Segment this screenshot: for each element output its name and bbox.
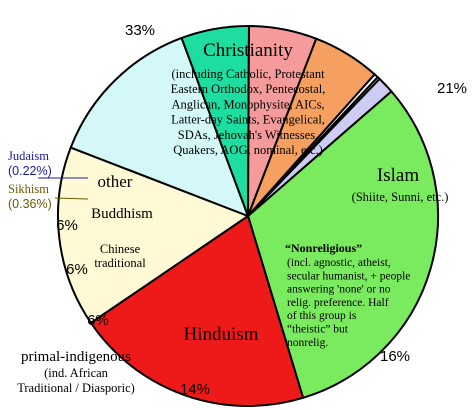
slice-detail-nonreligious: secular humanist, + people [287, 270, 410, 282]
slice-label-judaism: Judaism [8, 149, 49, 163]
slice-detail-nonreligious: “theistic” but [287, 324, 349, 336]
pie-slice-christianity [247, 90, 439, 399]
slice-detail-nonreligious: nonrelig. [287, 337, 328, 349]
slice-label-buddhism: Buddhism [91, 206, 153, 222]
pie-slices [56, 24, 439, 407]
slice-value-islam: 21% [437, 80, 467, 97]
slice-label-nonreligious: “Nonreligious” [285, 241, 362, 255]
pie-slice-nonreligious [56, 146, 249, 324]
slice-detail-primal-indigenous: (ind. African [44, 366, 109, 380]
slice-value-hinduism: 14% [180, 381, 210, 398]
slice-detail-christianity: Latter-day Saints, Evangelical, [171, 113, 325, 127]
slice-detail-nonreligious: (incl. agnostic, atheist, [287, 257, 391, 269]
slice-label-hinduism: Hinduism [184, 324, 259, 345]
slice-label-chinese-traditional: Chinese [100, 242, 141, 256]
slice-detail-nonreligious: answering 'none' or no [287, 284, 391, 296]
slice-value-sikhism: (0.36%) [8, 197, 52, 211]
slice-label-chinese-traditional: traditional [94, 256, 146, 270]
slice-value-judaism: (0.22%) [8, 164, 52, 178]
slice-label-christianity: Christianity [203, 40, 293, 61]
slice-value-buddhism: 6% [56, 217, 78, 234]
slice-value-chinese-traditional: 6% [66, 261, 88, 278]
slice-detail-christianity: (including Catholic, Protestant [171, 67, 325, 81]
slice-value-nonreligious: 16% [380, 348, 410, 365]
slice-detail-nonreligious: of this group is [287, 310, 357, 322]
slice-value-primal-indigenous: 6% [87, 312, 109, 329]
slice-detail-christianity: SDAs, Jehovah's Witnesses, [178, 128, 318, 142]
slice-detail-christianity: Eastern Orthodox, Pentecostal, [171, 82, 326, 96]
pie-slice-islam [89, 215, 305, 407]
slice-detail-christianity: Anglican, Monophysite, AICs, [171, 97, 324, 111]
slice-detail-primal-indigenous: Traditional / Diasporic) [17, 381, 135, 395]
sikhism-leader-line [54, 197, 89, 200]
slice-value-christianity: 33% [125, 22, 155, 39]
pie-slice-hinduism [69, 36, 249, 217]
slice-label-primal-indigenous: primal-indigenous [21, 349, 131, 365]
slice-label-other: other [98, 172, 133, 191]
pie-slice-other [247, 77, 393, 217]
slice-detail-islam: (Shiite, Sunni, etc.) [352, 190, 449, 204]
slice-detail-christianity: Quakers, AOG, nominal, etc.) [173, 143, 323, 157]
pie-labels: Christianity (including Catholic, Protest… [8, 22, 467, 398]
slice-detail-nonreligious: relig. preference. Half [287, 297, 389, 309]
slice-label-sikhism: Sikhism [8, 182, 49, 196]
leader-lines [38, 177, 89, 200]
slice-label-islam: Islam [377, 165, 419, 186]
